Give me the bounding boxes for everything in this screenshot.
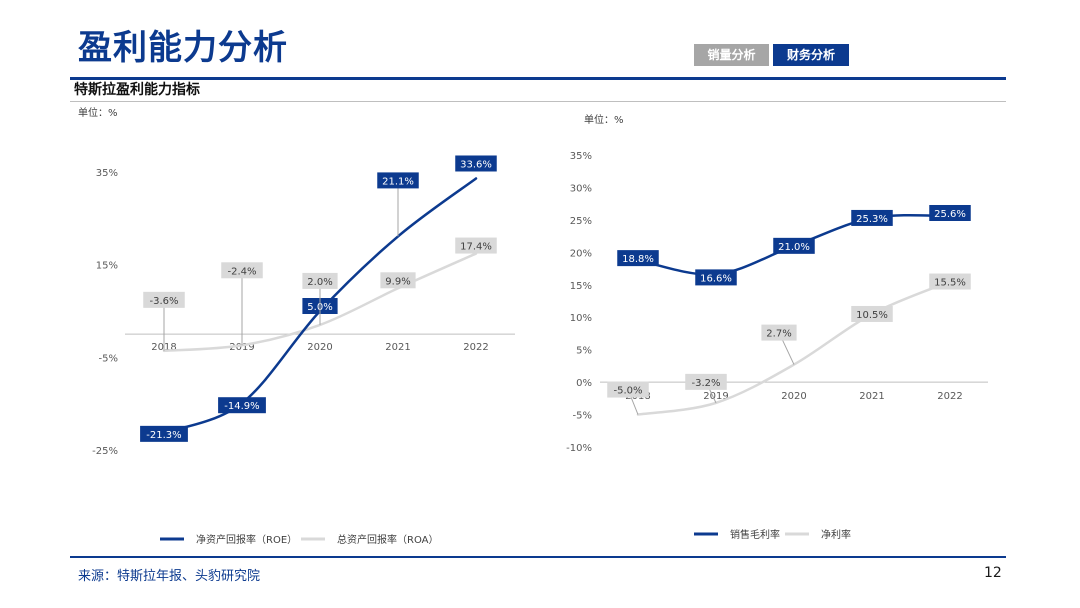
legend-label: 净利率 — [821, 528, 851, 541]
data-label-box — [140, 425, 188, 442]
y-tick-label: -5% — [573, 411, 592, 422]
y-tick-label: 0% — [576, 378, 592, 389]
y-tick-label: 30% — [570, 183, 592, 194]
data-label-box — [929, 204, 971, 221]
legend-label: 净资产回报率（ROE） — [196, 533, 297, 546]
data-label: 21.0% — [778, 242, 810, 253]
data-label: 18.8% — [622, 254, 654, 265]
data-label: -21.3% — [146, 430, 181, 441]
data-label: 2.0% — [307, 277, 332, 288]
data-label: -2.4% — [227, 266, 256, 277]
data-label: 10.5% — [856, 310, 888, 321]
data-label: -5.0% — [613, 386, 642, 397]
data-label-box — [851, 305, 893, 322]
data-label-box — [773, 237, 815, 254]
data-label-box — [377, 172, 419, 189]
data-label-box — [221, 262, 263, 279]
data-label: 15.5% — [934, 278, 966, 289]
legend-label: 销售毛利率 — [730, 528, 780, 541]
data-label-box — [761, 324, 797, 341]
data-label-box — [617, 250, 659, 267]
page-number: 12 — [984, 565, 1002, 581]
unit-label: 单位：% — [78, 106, 118, 119]
data-label: -3.2% — [691, 378, 720, 389]
tab-financial-analysis[interactable]: 财务分析 — [773, 44, 849, 66]
tab-sales-analysis[interactable]: 销量分析 — [694, 44, 769, 66]
header-divider — [70, 77, 1006, 80]
data-label-box — [695, 269, 737, 286]
data-label: 9.9% — [385, 276, 410, 287]
data-label: -3.6% — [149, 296, 178, 307]
data-label: 21.1% — [382, 176, 414, 187]
data-label: 25.3% — [856, 214, 888, 225]
x-tick-label: 2019 — [229, 342, 254, 353]
y-tick-label: 15% — [570, 281, 592, 292]
x-tick-label: 2022 — [463, 342, 488, 353]
legend-label: 总资产回报率（ROA） — [337, 533, 438, 546]
footer-divider — [70, 556, 1006, 558]
data-label-box — [455, 155, 497, 172]
y-tick-label: -25% — [92, 446, 118, 457]
x-tick-label: 2021 — [385, 342, 410, 353]
y-tick-label: 15% — [96, 261, 118, 272]
data-label: 2.7% — [766, 329, 791, 340]
x-tick-label: 2020 — [307, 342, 332, 353]
section-subtitle: 特斯拉盈利能力指标 — [74, 82, 200, 98]
data-label: 17.4% — [460, 242, 492, 253]
x-tick-label: 2020 — [781, 391, 806, 402]
y-tick-label: 5% — [576, 346, 592, 357]
x-tick-label: 2022 — [937, 391, 962, 402]
source-note: 来源：特斯拉年报、头豹研究院 — [78, 569, 261, 584]
chart-2: 单位：%35%30%25%20%15%10%5%0%-5%-10%2018201… — [566, 113, 988, 541]
data-label: 33.6% — [460, 159, 492, 170]
data-label-box — [218, 397, 266, 414]
data-label-box — [143, 291, 185, 308]
data-label-box — [380, 272, 416, 289]
data-label-box — [455, 237, 497, 254]
y-tick-label: 10% — [570, 313, 592, 324]
y-tick-label: 25% — [570, 216, 592, 227]
y-tick-label: 20% — [570, 248, 592, 259]
page-title: 盈利能力分析 — [78, 28, 288, 68]
tab-bar: 销量分析 财务分析 — [694, 44, 849, 66]
data-label-box — [685, 373, 727, 390]
x-tick-label: 2019 — [703, 391, 728, 402]
x-tick-label: 2021 — [859, 391, 884, 402]
y-tick-label: 35% — [96, 168, 118, 179]
data-label-box — [851, 209, 893, 226]
unit-label: 单位：% — [584, 113, 624, 126]
data-label-box — [929, 273, 971, 290]
data-label-box — [302, 272, 338, 289]
data-label: 16.6% — [700, 273, 732, 284]
y-tick-label: 35% — [570, 151, 592, 162]
data-label-box — [607, 381, 649, 398]
y-tick-label: -10% — [566, 443, 592, 454]
data-label: 25.6% — [934, 209, 966, 220]
data-label: -14.9% — [224, 401, 259, 412]
subtitle-divider — [70, 101, 1006, 102]
y-tick-label: -5% — [99, 353, 118, 364]
chart-1: 单位：%35%15%-5%-25%2018 2019 2020 2021 2022-21… — [78, 106, 515, 546]
